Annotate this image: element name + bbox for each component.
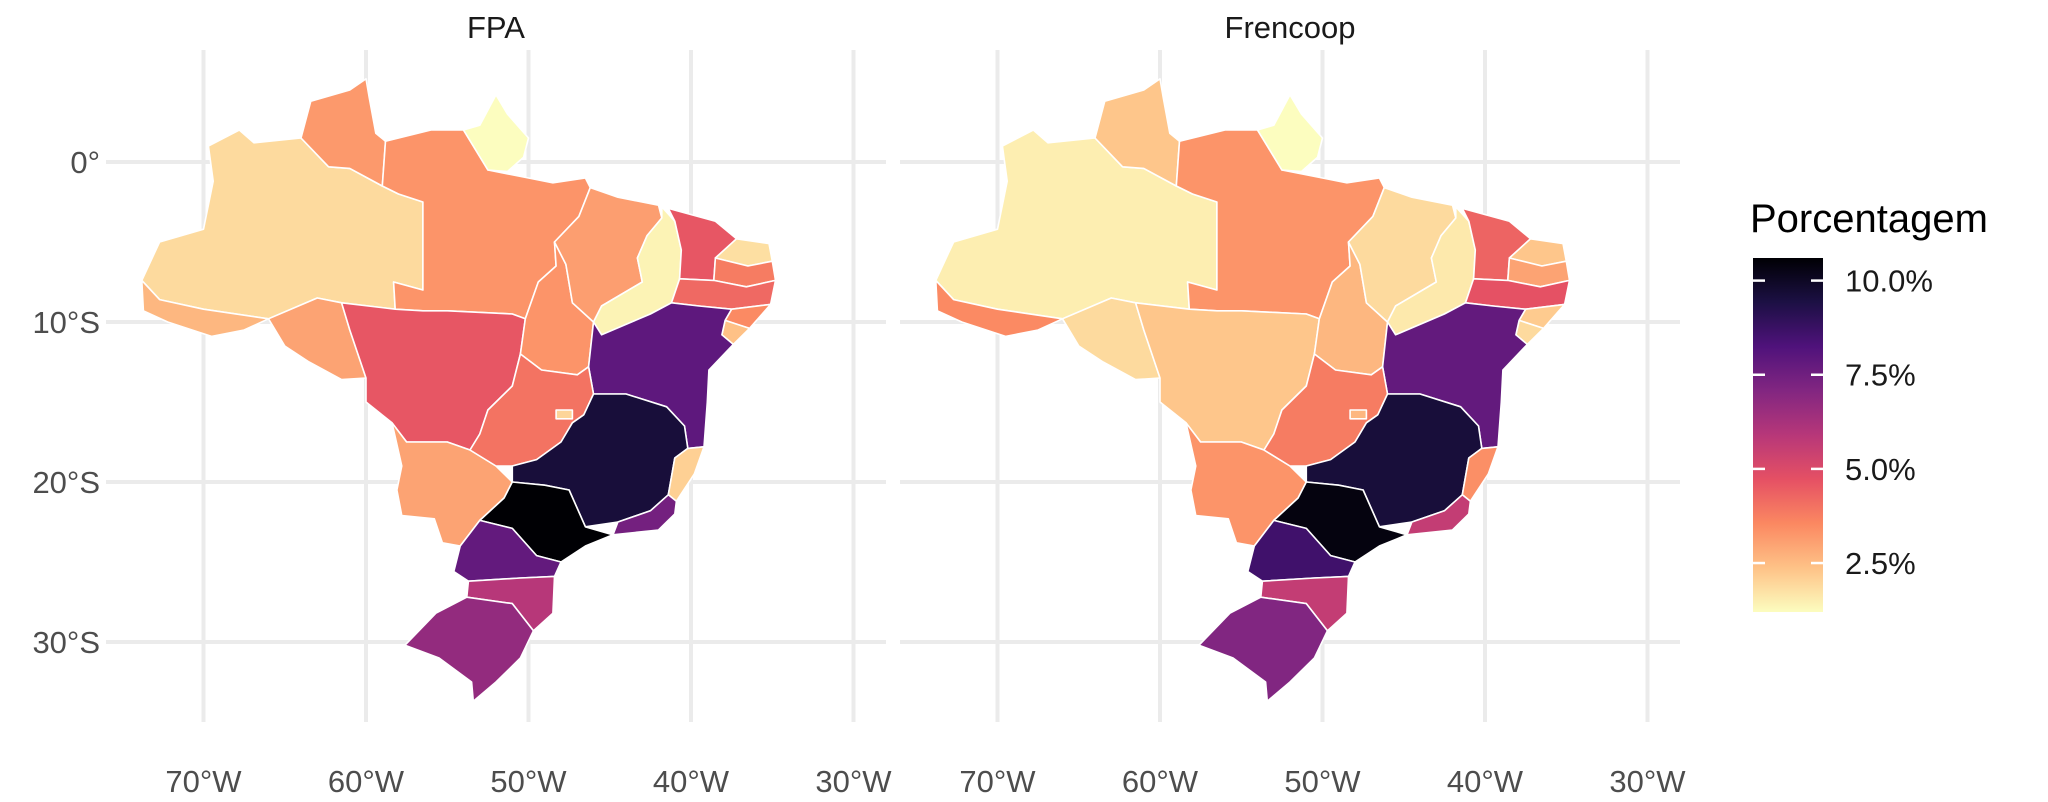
y-tick-label: 10°S [32, 305, 100, 340]
x-tick-label: 70°W [165, 764, 242, 799]
state-rr [300, 78, 387, 187]
state-ac [935, 279, 1064, 338]
panel-title: Frencoop [1225, 10, 1356, 45]
state-sp [1273, 481, 1408, 563]
states [141, 78, 777, 702]
state-rj [1406, 494, 1472, 536]
legend-tick-label: 2.5% [1845, 546, 1916, 581]
x-tick-label: 30°W [1609, 764, 1686, 799]
state-rr [1094, 78, 1181, 187]
state-sp [479, 481, 614, 563]
state-rj [612, 494, 678, 536]
x-tick-label: 70°W [959, 764, 1036, 799]
states [935, 78, 1571, 702]
x-tick-label: 30°W [815, 764, 892, 799]
legend-title: Porcentagem [1750, 197, 1988, 241]
state-rs [404, 596, 535, 702]
x-tick-label: 50°W [1284, 764, 1361, 799]
state-rs [1198, 596, 1329, 702]
y-tick-label: 20°S [32, 465, 100, 500]
legend-tick-label: 7.5% [1845, 358, 1916, 393]
x-tick-label: 50°W [490, 764, 567, 799]
map-panel-frencoop: Frencoop 70°W 60°W 50°W 40°W 30°W [900, 10, 1686, 799]
colorbar [1753, 258, 1823, 612]
x-tick-label: 40°W [1447, 764, 1524, 799]
x-tick-label: 40°W [653, 764, 730, 799]
legend: Porcentagem 10.0% 7.5% 5.0% 2.5% [1750, 197, 1988, 612]
state-ac [141, 279, 270, 338]
state-df [555, 409, 574, 420]
y-tick-label: 30°S [32, 625, 100, 660]
y-tick-label: 0° [70, 145, 100, 180]
legend-tick-label: 10.0% [1845, 264, 1933, 299]
legend-tick-label: 5.0% [1845, 452, 1916, 487]
state-ap [462, 94, 530, 173]
state-df [1349, 409, 1368, 420]
state-ap [1256, 94, 1324, 173]
x-tick-label: 60°W [328, 764, 405, 799]
panel-title: FPA [467, 10, 525, 45]
map-panel-fpa: FPA 70°W 60°W 50°W 40°W 30°W 0° 10°S 20°S 30°S [32, 10, 892, 799]
map-panels: FPA 70°W 60°W 50°W 40°W 30°W 0° 10°S 20°S 30°S Fre… [32, 10, 1686, 799]
x-tick-label: 60°W [1122, 764, 1199, 799]
